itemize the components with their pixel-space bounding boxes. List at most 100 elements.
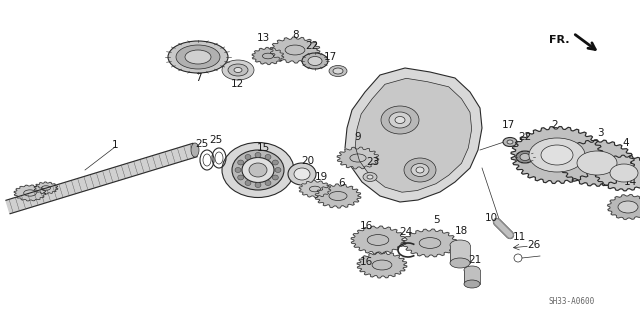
Text: 21: 21 bbox=[468, 255, 482, 265]
Ellipse shape bbox=[416, 167, 424, 173]
Ellipse shape bbox=[191, 143, 199, 157]
Ellipse shape bbox=[507, 140, 513, 144]
Ellipse shape bbox=[288, 163, 316, 185]
Text: 14: 14 bbox=[623, 177, 637, 187]
Polygon shape bbox=[270, 37, 320, 63]
Ellipse shape bbox=[237, 175, 244, 180]
Ellipse shape bbox=[450, 240, 470, 250]
Ellipse shape bbox=[367, 175, 373, 179]
Text: 12: 12 bbox=[230, 79, 244, 89]
Ellipse shape bbox=[541, 145, 573, 165]
Ellipse shape bbox=[610, 164, 638, 182]
Ellipse shape bbox=[450, 258, 470, 268]
Polygon shape bbox=[6, 143, 197, 214]
Text: 3: 3 bbox=[596, 128, 604, 138]
Ellipse shape bbox=[235, 167, 241, 173]
Ellipse shape bbox=[234, 68, 242, 72]
Text: 15: 15 bbox=[257, 143, 269, 153]
Text: FR.: FR. bbox=[550, 35, 570, 45]
Text: 16: 16 bbox=[360, 257, 372, 267]
Text: 22: 22 bbox=[305, 41, 319, 51]
Polygon shape bbox=[403, 229, 457, 257]
Ellipse shape bbox=[520, 153, 530, 160]
Ellipse shape bbox=[516, 151, 534, 163]
Text: 13: 13 bbox=[257, 33, 269, 43]
Ellipse shape bbox=[529, 138, 585, 172]
Polygon shape bbox=[34, 182, 58, 194]
Ellipse shape bbox=[464, 280, 480, 288]
PathPatch shape bbox=[345, 68, 482, 202]
Text: 6: 6 bbox=[339, 178, 346, 188]
Ellipse shape bbox=[168, 41, 228, 73]
Text: 18: 18 bbox=[454, 226, 468, 236]
Ellipse shape bbox=[249, 163, 267, 177]
Ellipse shape bbox=[302, 53, 328, 69]
Text: 25: 25 bbox=[209, 135, 223, 145]
Text: 4: 4 bbox=[623, 138, 629, 148]
Text: 11: 11 bbox=[513, 232, 525, 242]
Ellipse shape bbox=[363, 173, 377, 182]
Text: 9: 9 bbox=[355, 132, 362, 142]
PathPatch shape bbox=[355, 78, 472, 192]
Ellipse shape bbox=[255, 152, 261, 158]
Text: 17: 17 bbox=[323, 52, 337, 62]
Ellipse shape bbox=[245, 154, 251, 160]
Text: 1: 1 bbox=[112, 140, 118, 150]
Polygon shape bbox=[315, 184, 361, 208]
Text: 7: 7 bbox=[195, 73, 202, 83]
Polygon shape bbox=[252, 48, 284, 64]
Ellipse shape bbox=[185, 50, 211, 64]
Ellipse shape bbox=[389, 112, 411, 128]
Ellipse shape bbox=[265, 154, 271, 160]
Text: 8: 8 bbox=[292, 30, 300, 40]
Ellipse shape bbox=[395, 116, 405, 123]
Ellipse shape bbox=[308, 56, 322, 65]
Ellipse shape bbox=[228, 64, 248, 76]
Bar bbox=[450, 245, 470, 263]
Ellipse shape bbox=[222, 143, 294, 197]
Polygon shape bbox=[337, 147, 379, 169]
Ellipse shape bbox=[222, 60, 254, 80]
Ellipse shape bbox=[255, 182, 261, 188]
Ellipse shape bbox=[275, 167, 281, 173]
Ellipse shape bbox=[273, 160, 278, 165]
Ellipse shape bbox=[245, 181, 251, 185]
Ellipse shape bbox=[273, 175, 278, 180]
Polygon shape bbox=[559, 140, 634, 186]
Text: 22: 22 bbox=[518, 132, 532, 142]
Ellipse shape bbox=[232, 150, 284, 190]
Text: 17: 17 bbox=[501, 120, 515, 130]
Text: 19: 19 bbox=[314, 172, 328, 182]
Ellipse shape bbox=[265, 181, 271, 185]
Ellipse shape bbox=[381, 106, 419, 134]
Text: 2: 2 bbox=[552, 120, 558, 130]
Polygon shape bbox=[607, 195, 640, 219]
Ellipse shape bbox=[329, 65, 347, 77]
Text: 24: 24 bbox=[399, 227, 413, 237]
Bar bbox=[464, 270, 480, 284]
Ellipse shape bbox=[176, 45, 220, 69]
Ellipse shape bbox=[242, 158, 274, 182]
Ellipse shape bbox=[411, 164, 429, 176]
Text: 10: 10 bbox=[484, 213, 497, 223]
Text: 16: 16 bbox=[360, 221, 372, 231]
Ellipse shape bbox=[404, 158, 436, 182]
Text: 25: 25 bbox=[195, 139, 209, 149]
Text: 20: 20 bbox=[301, 156, 315, 166]
Text: 5: 5 bbox=[434, 215, 440, 225]
Polygon shape bbox=[14, 185, 46, 201]
Ellipse shape bbox=[237, 160, 244, 165]
Ellipse shape bbox=[503, 137, 517, 146]
Text: 26: 26 bbox=[527, 240, 541, 250]
Polygon shape bbox=[299, 181, 331, 197]
Ellipse shape bbox=[464, 266, 480, 274]
Text: SH33-A0600: SH33-A0600 bbox=[549, 298, 595, 307]
Polygon shape bbox=[357, 252, 407, 278]
Ellipse shape bbox=[333, 68, 343, 74]
Polygon shape bbox=[351, 226, 405, 254]
Ellipse shape bbox=[577, 151, 617, 175]
Text: 23: 23 bbox=[366, 157, 380, 167]
Ellipse shape bbox=[294, 168, 310, 180]
Polygon shape bbox=[511, 127, 603, 183]
Ellipse shape bbox=[618, 201, 638, 213]
